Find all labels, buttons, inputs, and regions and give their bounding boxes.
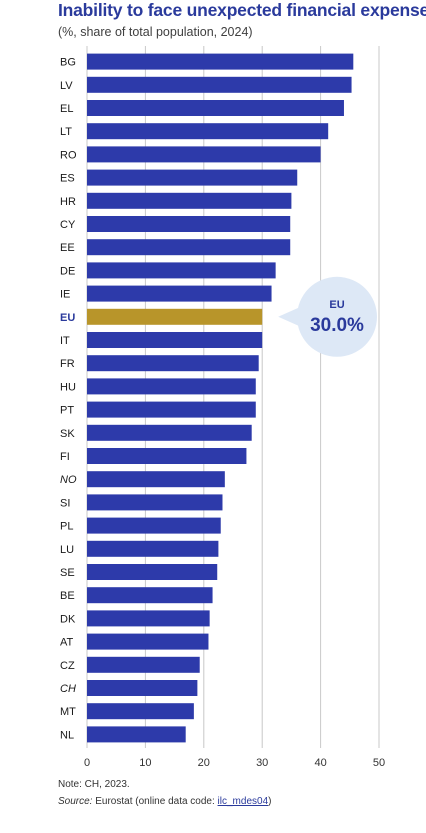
callout-value: 30.0% <box>310 315 364 336</box>
bar-ro <box>87 146 321 163</box>
bar-eu <box>87 308 263 325</box>
source-close: ) <box>268 796 272 807</box>
category-label-dk: DK <box>60 613 76 625</box>
bar-lv <box>87 76 352 93</box>
tick-label-0: 0 <box>84 757 90 769</box>
bar-fr <box>87 355 259 372</box>
chart-source: Source: Eurostat (online data code: ilc_… <box>58 796 271 807</box>
bar-lu <box>87 540 219 557</box>
category-label-nl: NL <box>60 729 74 741</box>
category-label-sk: SK <box>60 428 75 440</box>
bar-lt <box>87 123 329 140</box>
bar-fi <box>87 448 247 464</box>
category-label-no: NO <box>60 474 77 486</box>
category-label-eu: EU <box>60 312 75 324</box>
chart-title: Inability to face unexpected financial e… <box>58 0 426 20</box>
category-label-it: IT <box>60 335 70 347</box>
bars <box>87 53 354 743</box>
category-label-hr: HR <box>60 196 76 208</box>
bar-ie <box>87 285 272 302</box>
category-label-bg: BG <box>60 57 76 69</box>
category-label-cy: CY <box>60 219 76 231</box>
gridlines <box>86 46 380 748</box>
tick-label-10: 10 <box>139 757 151 769</box>
callout-pointer <box>278 305 303 328</box>
category-label-ie: IE <box>60 289 70 301</box>
bar-cz <box>87 656 200 673</box>
bar-hu <box>87 378 256 395</box>
bar-dk <box>87 610 210 627</box>
x-axis-ticks: 0 10 20 30 40 50 <box>84 757 385 769</box>
category-label-es: ES <box>60 173 75 185</box>
category-label-ee: EE <box>60 242 75 254</box>
category-label-mt: MT <box>60 706 76 718</box>
bar-pt <box>87 401 256 418</box>
bar-bg <box>87 53 354 70</box>
bar-chart: BG LV EL LT RO ES HR CY EE DE IE EU IT FR HU PT SK FI NO SI… <box>60 46 385 769</box>
callout-label: EU <box>329 299 344 311</box>
eu-callout: EU 30.0% <box>278 276 377 357</box>
category-labels: BG LV EL LT RO ES HR CY EE DE IE EU IT FR HU PT SK FI NO SI… <box>60 57 77 742</box>
bar-no <box>87 471 225 488</box>
bar-el <box>87 100 344 116</box>
bar-sk <box>87 424 252 441</box>
category-label-el: EL <box>60 103 73 115</box>
source-code-link[interactable]: ilc_mdes04 <box>217 796 269 807</box>
bar-hr <box>87 192 292 209</box>
bar-at <box>87 633 209 650</box>
category-label-se: SE <box>60 567 75 579</box>
category-label-at: AT <box>60 637 74 649</box>
tick-label-40: 40 <box>314 757 326 769</box>
bar-it <box>87 332 263 348</box>
bar-de <box>87 262 276 279</box>
source-text: Eurostat (online data code: <box>92 796 218 807</box>
category-label-ro: RO <box>60 149 77 161</box>
category-label-lv: LV <box>60 80 73 92</box>
bar-ee <box>87 239 291 256</box>
source-label: Source: <box>58 796 93 807</box>
callout-circle <box>297 276 377 357</box>
bar-pl <box>87 517 221 534</box>
category-label-pt: PT <box>60 405 74 417</box>
bar-cy <box>87 216 291 232</box>
bar-se <box>87 564 218 580</box>
tick-label-50: 50 <box>373 757 385 769</box>
bar-si <box>87 494 223 511</box>
bar-mt <box>87 703 194 720</box>
category-label-lu: LU <box>60 544 74 556</box>
tick-label-30: 30 <box>256 757 268 769</box>
category-label-fr: FR <box>60 358 75 370</box>
category-label-cz: CZ <box>60 660 75 672</box>
category-label-hu: HU <box>60 381 76 393</box>
category-label-be: BE <box>60 590 75 602</box>
bar-be <box>87 587 213 604</box>
category-label-pl: PL <box>60 521 73 533</box>
category-label-lt: LT <box>60 126 72 138</box>
chart-note: Note: CH, 2023. <box>58 779 130 790</box>
bar-es <box>87 169 298 186</box>
category-label-si: SI <box>60 497 70 509</box>
category-label-de: DE <box>60 265 75 277</box>
bar-ch <box>87 680 198 696</box>
chart-subtitle: (%, share of total population, 2024) <box>58 25 253 39</box>
bar-nl <box>87 726 186 743</box>
category-label-ch: CH <box>60 683 76 695</box>
category-label-fi: FI <box>60 451 70 463</box>
tick-label-20: 20 <box>198 757 210 769</box>
